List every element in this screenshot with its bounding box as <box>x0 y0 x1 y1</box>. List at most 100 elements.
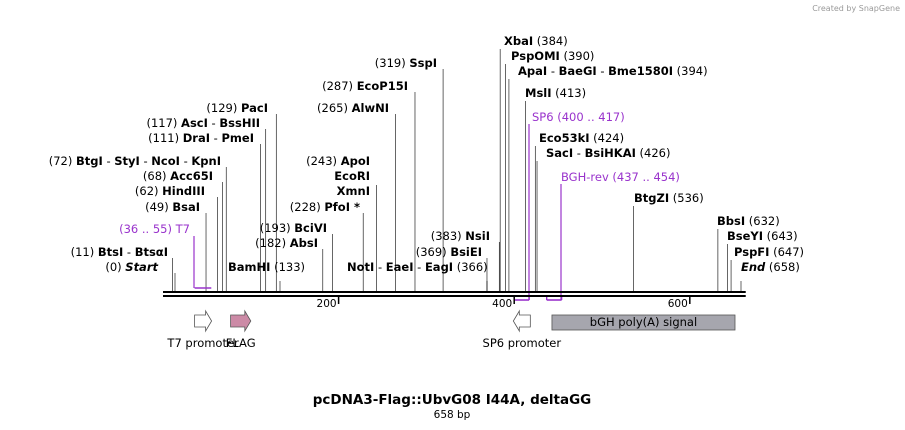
feature-bgh-poly-a-signal-bar <box>551 314 736 331</box>
site-btgi-label: (72) BtgI - StyI - NcoI - KpnI <box>49 154 221 168</box>
feature-sp6-promoter-arrow <box>512 309 531 333</box>
site-position: (647) <box>769 245 804 259</box>
site-position: (632) <box>745 214 780 228</box>
enzyme-name: MslI <box>525 86 552 100</box>
site-acc65i-label: (68) Acc65I <box>143 169 213 183</box>
primer-name: SP6 <box>532 110 554 124</box>
enzyme-name: Start <box>125 260 158 274</box>
site-xbai-label: XbaI (384) <box>504 34 568 48</box>
site-position: (536) <box>669 191 704 205</box>
primer-name: T7 <box>175 222 190 236</box>
site-ecori-label: EcoRI <box>334 169 370 183</box>
name-separator: - <box>180 154 191 168</box>
primer-t7-label: (36 .. 55) T7 <box>119 222 190 236</box>
site-xmni-label: XmnI <box>337 184 370 198</box>
tick-label: 600 <box>668 298 688 310</box>
primer-bgh-rev-label: BGH-rev (437 .. 454) <box>561 170 680 184</box>
site-alwni-label: (265) AlwNI <box>317 101 389 115</box>
enzyme-name: BtsαI <box>135 245 168 259</box>
site-sspi-label: (319) SspI <box>375 56 437 70</box>
site-position: (68) <box>143 169 170 183</box>
site-paci-label: (129) PacI <box>206 101 268 115</box>
site-position: (182) <box>255 236 290 250</box>
feature-t7-promoter-label: T7 promoter <box>166 336 239 350</box>
site-pfoi-label: (228) PfoI * <box>290 200 360 214</box>
site-msli-label: MslI (413) <box>525 86 586 100</box>
site-position: (319) <box>375 56 410 70</box>
enzyme-name: BsiHKAI <box>585 146 636 160</box>
site-lines <box>172 49 742 291</box>
site-position: (383) <box>431 229 466 243</box>
site-position: (62) <box>135 184 162 198</box>
marker-end-label: End (658) <box>741 260 800 274</box>
enzyme-name: NcoI <box>151 154 180 168</box>
enzyme-name: EaeI <box>386 260 414 274</box>
name-separator: - <box>103 154 114 168</box>
enzyme-name: KpnI <box>191 154 221 168</box>
site-position: (193) <box>260 221 295 235</box>
enzyme-name: PfoI * <box>324 200 360 214</box>
enzyme-name: EcoP15I <box>357 79 408 93</box>
site-bseyi-label: BseYI (643) <box>727 229 798 243</box>
site-position: (117) <box>146 116 181 130</box>
plasmid-length: 658 bp <box>434 409 471 421</box>
site-bsai-label: (49) BsaI <box>145 200 200 214</box>
enzyme-name: ApoI <box>341 154 370 168</box>
site-position: (394) <box>673 64 708 78</box>
enzyme-name: BsiEI <box>450 245 482 259</box>
name-separator: - <box>374 260 385 274</box>
enzyme-name: NsiI <box>465 229 490 243</box>
enzyme-name: BsaI <box>172 200 200 214</box>
scale-ticks: 200 400 600 <box>317 297 691 310</box>
primer-range: (400 .. 417) <box>554 110 625 124</box>
site-nsii-label: (383) NsiI <box>431 229 490 243</box>
site-noti-label: NotI - EaeI - EagI (366) <box>347 260 488 274</box>
site-position: (426) <box>636 146 671 160</box>
name-separator: - <box>210 131 221 145</box>
name-separator: - <box>547 64 558 78</box>
feature-flag-arrow <box>230 309 252 333</box>
enzyme-name: SacI <box>546 146 573 160</box>
site-position: (287) <box>322 79 357 93</box>
enzyme-name: BtgZI <box>634 191 669 205</box>
enzyme-name: BssHII <box>219 116 260 130</box>
feature-flag-label: FLAG <box>226 336 256 350</box>
name-separator: - <box>597 64 608 78</box>
name-separator: - <box>208 116 219 130</box>
site-position: (384) <box>533 34 568 48</box>
enzyme-name: NotI <box>347 260 374 274</box>
enzyme-name: BtsI <box>98 245 123 259</box>
enzyme-name: Eco53kI <box>539 131 590 145</box>
site-bbsi-label: BbsI (632) <box>717 214 780 228</box>
site-bsiei-label: (369) BsiEI <box>416 245 482 259</box>
site-position: (72) <box>49 154 76 168</box>
name-separator: - <box>123 245 134 259</box>
enzyme-name: SspI <box>409 56 437 70</box>
plasmid-name: pcDNA3-Flag::UbvG08 I44A, deltaGG <box>313 392 592 408</box>
enzyme-name: BtgI <box>76 154 103 168</box>
site-apoi-label: (243) ApoI <box>306 154 370 168</box>
site-btgzi-label: BtgZI (536) <box>634 191 704 205</box>
enzyme-name: AscI <box>181 116 208 130</box>
enzyme-name: EagI <box>425 260 453 274</box>
enzyme-name: AbsI <box>290 236 318 250</box>
site-pspfi-label: PspFI (647) <box>734 245 804 259</box>
site-asci-label: (117) AscI - BssHII <box>146 116 260 130</box>
site-ecop15i-label: (287) EcoP15I <box>322 79 408 93</box>
enzyme-name: BaeGI <box>559 64 597 78</box>
enzyme-name: BciVI <box>294 221 327 235</box>
enzyme-name: ApaI <box>518 64 547 78</box>
site-position: (643) <box>763 229 798 243</box>
feature-sp6-promoter-label: SP6 promoter <box>483 336 562 350</box>
feature-t7-promoter-arrow <box>194 309 213 333</box>
primer-sp6-label: SP6 (400 .. 417) <box>532 110 625 124</box>
site-bamhi-label: BamHI (133) <box>228 260 305 274</box>
enzyme-name: DraI <box>183 131 210 145</box>
enzyme-name: Bme1580I <box>608 64 673 78</box>
site-position: (11) <box>71 245 98 259</box>
feature-bgh-poly-a-signal-label: bGH poly(A) signal <box>590 315 697 329</box>
site-hindiii-label: (62) HindIII <box>135 184 205 198</box>
site-position: (0) <box>105 260 125 274</box>
site-position: (129) <box>206 101 241 115</box>
